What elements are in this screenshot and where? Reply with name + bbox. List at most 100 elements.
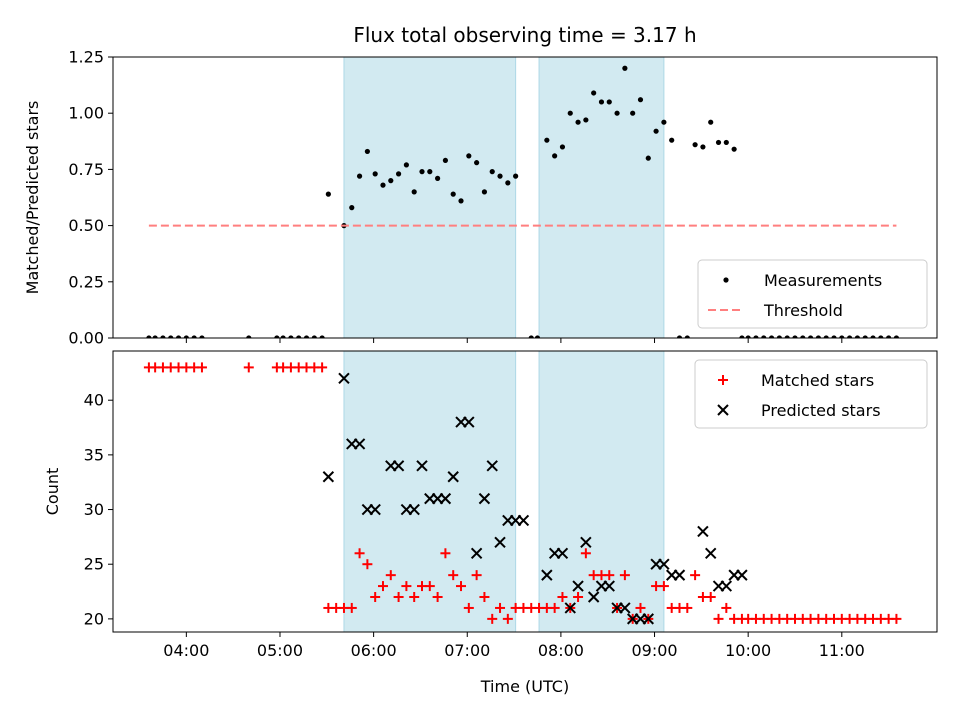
measurement-point [715,139,722,146]
predicted-star-point [408,503,420,516]
matched-star-point [448,570,459,581]
measurement-point [513,173,519,179]
measurement-point [700,144,706,150]
ratio-panel: 0.00 0.25 0.50 0.75 1.00 1.25 Matched/Predicte… [23,48,938,348]
y-tick-label: 0.00 [68,329,104,348]
measurement-point [893,335,900,338]
x-stroke-b [603,580,615,592]
predicted-star-point [619,602,631,614]
measurement-point [246,335,252,338]
matched-star-point [580,548,591,559]
matched-star-point [317,362,328,373]
x-stroke-b [619,602,631,614]
measurement-point [356,173,363,179]
matched-star-point [440,548,451,559]
y-axis-title: Count [43,468,62,516]
predicted-star-point [494,536,506,549]
measurement-point [753,335,759,338]
y-tick-label: 0.50 [68,216,104,235]
measurement-point [800,335,806,338]
x-stroke-b [478,492,491,505]
measurement-point [622,65,628,71]
x-stroke-b [642,613,654,625]
measurement-point [419,169,425,175]
matched-star-point [479,592,490,603]
x-tick-label: 06:00 [351,641,397,660]
measurement-point [199,335,205,338]
matched-star-point [658,581,669,592]
predicted-star-point [478,492,491,505]
y-tick-label: 1.00 [68,104,104,123]
x-stroke-b [408,503,420,516]
predicted-star-point [447,471,459,483]
legend-dot-swatch [723,277,729,283]
measurement-point [349,205,355,211]
predicted-star-point [470,547,483,559]
predicted-star-point [369,503,381,516]
measurement-point [380,182,386,188]
matched-star-point [377,581,388,592]
x-stroke-b [705,547,717,559]
measurement-point [768,335,775,338]
x-tick-label: 04:00 [163,641,209,660]
measurement-point [745,335,751,338]
matched-star-point [456,581,467,592]
matched-star-point [557,592,568,603]
x-stroke-b [369,503,381,516]
y-axis-title: Matched/Predicted stars [23,101,42,295]
predicted-star-point [392,460,405,472]
x-stroke-b [494,536,506,549]
measurement-point [708,119,714,125]
matched-star-point [549,602,560,613]
x-tick-label: 05:00 [257,641,303,660]
x-stroke-b [556,547,569,559]
predicted-star-point [463,416,475,428]
measurement-point [831,335,837,338]
legend-label: Threshold [763,301,843,320]
x-tick-label: 11:00 [819,641,865,660]
measurement-point [388,178,394,184]
measurement-point [544,137,550,143]
matched-star-point [619,570,630,581]
x-stroke-b [416,460,428,472]
predicted-star-point [580,536,592,549]
measurement-point [614,110,620,116]
predicted-star-point [416,460,428,472]
x-stroke-b [322,471,335,483]
measurement-point [497,173,503,179]
measurement-point [175,335,182,338]
measurement-point [274,335,280,338]
x-tick-label: 10:00 [725,641,771,660]
legend-label: Measurements [764,271,882,290]
matched-star-point [401,581,412,592]
legend: Measurements Threshold [697,259,928,329]
matched-star-point [196,362,207,373]
measurement-point [296,335,302,338]
predicted-star-point [705,547,717,559]
y-tick-label: 35 [84,445,104,464]
legend-x-swatch [717,404,729,416]
legend-label: Predicted stars [761,401,881,420]
matched-star-point [604,570,615,581]
legend: Matched stars Predicted stars [694,359,928,429]
measurement-point [839,335,845,338]
shaded-interval-2 [538,350,665,633]
measurement-point [723,139,729,146]
measurement-point [676,335,683,338]
measurement-point [146,335,152,338]
x-stroke-b [720,580,733,592]
measurement-point [807,335,814,338]
measurement-point [731,146,737,152]
measurement-point [552,153,558,159]
predicted-star-point [486,460,498,472]
shaded-interval-1 [343,56,517,339]
measurement-point [823,335,829,338]
plot-area [146,65,900,338]
measurement-point [411,189,417,195]
measurement-point [458,198,464,204]
measurement-point [505,180,511,186]
matched-star-point [487,613,498,624]
x-tick-label: 09:00 [631,641,677,660]
matched-star-point [713,613,724,624]
